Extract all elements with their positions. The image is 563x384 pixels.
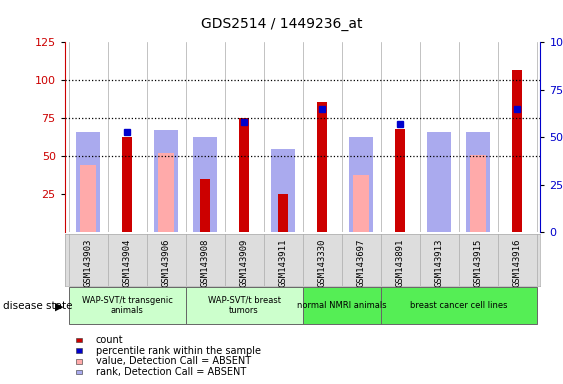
Bar (80, 166, 96, 232)
Bar (123, 137, 132, 232)
Text: GSM143697: GSM143697 (356, 238, 365, 287)
Bar (427, 132, 451, 232)
Text: breast cancer cell lines: breast cancer cell lines (410, 301, 507, 310)
Text: GSM143904: GSM143904 (123, 238, 132, 287)
Text: GSM143903: GSM143903 (84, 238, 93, 287)
Text: GSM143908: GSM143908 (200, 238, 209, 287)
Bar (303, 287, 381, 324)
Text: GSM143891: GSM143891 (396, 238, 405, 287)
Text: count: count (96, 335, 123, 345)
Text: ▶: ▶ (55, 301, 63, 311)
Bar (239, 118, 249, 232)
Bar (395, 129, 405, 232)
Bar (77, 132, 100, 232)
Text: normal NMRI animals: normal NMRI animals (297, 301, 386, 310)
Bar (466, 132, 490, 232)
Text: value, Detection Call = ABSENT: value, Detection Call = ABSENT (96, 356, 251, 366)
Text: GSM143916: GSM143916 (512, 238, 521, 287)
Bar (279, 194, 288, 232)
Bar (350, 137, 373, 232)
Text: GSM143909: GSM143909 (240, 238, 249, 287)
Bar (158, 153, 175, 232)
Bar (194, 137, 217, 232)
Text: disease state: disease state (3, 301, 72, 311)
Bar (154, 130, 178, 232)
Bar (512, 70, 522, 232)
Bar (186, 287, 303, 324)
Text: GSM143913: GSM143913 (435, 238, 444, 287)
Bar (381, 287, 537, 324)
Text: GSM143915: GSM143915 (473, 238, 482, 287)
Text: rank, Detection Call = ABSENT: rank, Detection Call = ABSENT (96, 367, 246, 377)
Bar (318, 101, 327, 232)
Text: WAP-SVT/t transgenic
animals: WAP-SVT/t transgenic animals (82, 296, 173, 315)
Text: GSM143906: GSM143906 (162, 238, 171, 287)
Text: GSM143911: GSM143911 (279, 238, 288, 287)
Text: percentile rank within the sample: percentile rank within the sample (96, 346, 261, 356)
Bar (271, 149, 295, 232)
Text: GDS2514 / 1449236_at: GDS2514 / 1449236_at (201, 17, 362, 31)
Bar (353, 175, 369, 232)
Text: WAP-SVT/t breast
tumors: WAP-SVT/t breast tumors (208, 296, 280, 315)
Bar (200, 179, 210, 232)
Text: GSM143330: GSM143330 (318, 238, 327, 287)
Bar (69, 287, 186, 324)
Bar (470, 155, 486, 232)
